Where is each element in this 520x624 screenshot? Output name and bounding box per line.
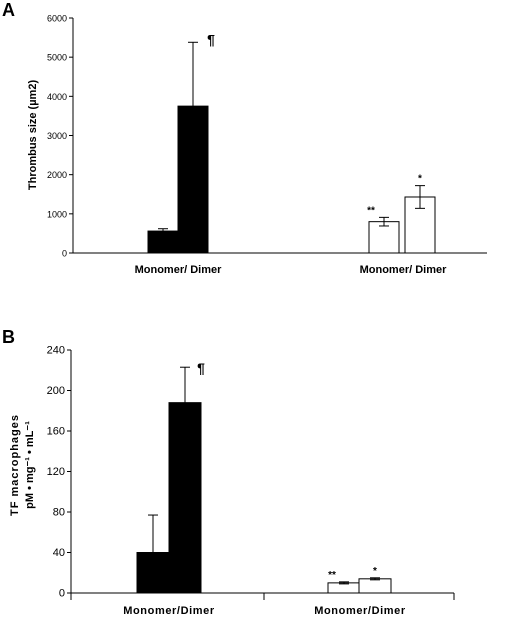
panel-a-label: A [2, 0, 15, 20]
panel-b-significance-marker: * [373, 566, 377, 577]
panel-a-bar [368, 221, 400, 254]
chart-marks: 0100020003000400050006000¶***04080120160… [47, 14, 436, 600]
panel-b-y-tick-label: 80 [53, 507, 65, 519]
panel-b-y-tick-label: 120 [47, 466, 65, 478]
panel-a-y-tick-label: 6000 [47, 14, 67, 24]
panel-a-significance-marker: ¶ [207, 31, 215, 47]
panel-b-y-tick-label: 160 [47, 426, 65, 438]
panel-a-y-axis-label: Thrombus size (µm2) [27, 80, 39, 191]
panel-a-y-tick-label: 3000 [47, 131, 67, 141]
panel-b-y-tick-label: 0 [59, 588, 65, 600]
panel-a-y-tick-label: 4000 [47, 92, 67, 102]
panel-a-y-tick-label: 0 [62, 249, 67, 259]
panel-a-significance-marker: * [418, 174, 422, 185]
panel-b-bar [358, 578, 392, 594]
panel-b-y-tick-label: 40 [53, 547, 65, 559]
panel-b-significance-marker: ¶ [197, 360, 205, 376]
panel-a-category-label-2: Monomer/ Dimer [360, 264, 448, 276]
panel-a-y-tick-label: 2000 [47, 170, 67, 180]
panel-a-significance-marker: ** [367, 205, 375, 216]
panel-a-y-tick-label: 5000 [47, 53, 67, 63]
panel-b-category-label-1: Monomer/Dimer [123, 605, 215, 617]
panel-a-bar [147, 230, 179, 254]
panel-a-category-label-1: Monomer/ Dimer [135, 264, 223, 276]
panel-b-y-tick-label: 240 [47, 345, 65, 357]
panel-a-y-tick-label: 1000 [47, 209, 67, 219]
panel-b-significance-marker: ** [328, 570, 336, 581]
panel-b-label: B [2, 327, 15, 347]
panel-b-y-axis-label-line2: pM • mg⁻¹ • mL⁻¹ [24, 421, 36, 509]
panel-b-y-tick-label: 200 [47, 385, 65, 397]
panel-b-y-axis-label-line1: TF macrophages [9, 414, 21, 516]
panel-b-category-label-2: Monomer/Dimer [314, 605, 406, 617]
panel-b-bar [327, 582, 361, 594]
